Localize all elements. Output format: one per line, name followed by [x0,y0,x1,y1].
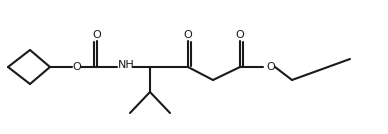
Text: O: O [267,62,275,72]
Text: O: O [93,30,101,40]
Text: NH: NH [118,60,134,70]
Text: O: O [73,62,81,72]
Text: O: O [236,30,244,40]
Text: O: O [184,30,192,40]
